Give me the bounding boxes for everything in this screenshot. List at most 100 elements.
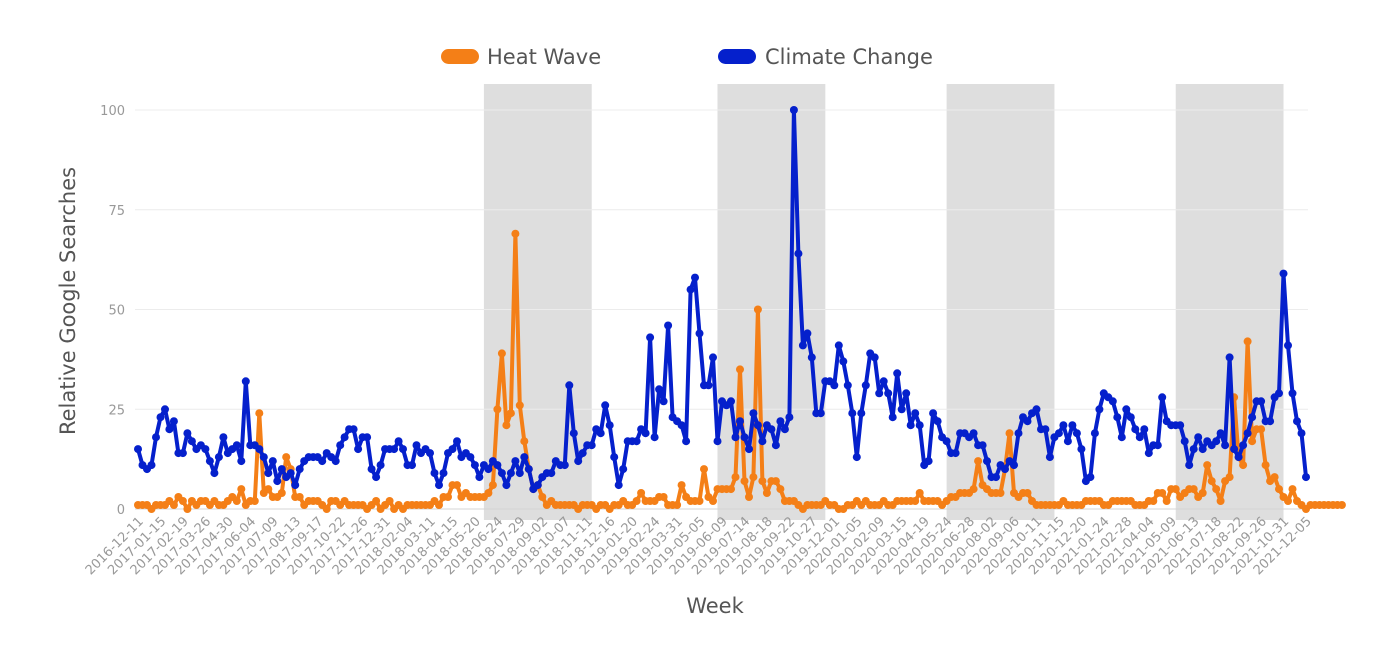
data-point[interactable] xyxy=(1293,417,1301,426)
data-point[interactable] xyxy=(1203,461,1212,470)
data-point[interactable] xyxy=(524,465,533,474)
data-point[interactable] xyxy=(897,405,906,414)
data-point[interactable] xyxy=(1113,413,1122,422)
data-point[interactable] xyxy=(587,441,596,450)
data-point[interactable] xyxy=(466,453,475,462)
data-point[interactable] xyxy=(870,353,879,362)
data-point[interactable] xyxy=(183,505,192,513)
data-point[interactable] xyxy=(273,477,282,486)
data-point[interactable] xyxy=(1144,449,1153,458)
data-point[interactable] xyxy=(857,409,866,418)
data-point[interactable] xyxy=(435,481,443,490)
data-point[interactable] xyxy=(1207,477,1216,486)
data-point[interactable] xyxy=(412,441,421,450)
data-point[interactable] xyxy=(789,106,798,114)
data-point[interactable] xyxy=(470,461,479,470)
data-point[interactable] xyxy=(727,485,735,494)
data-point[interactable] xyxy=(178,497,187,505)
data-point[interactable] xyxy=(996,489,1005,497)
data-point[interactable] xyxy=(915,489,924,497)
data-point[interactable] xyxy=(1158,489,1167,497)
data-point[interactable] xyxy=(169,417,178,426)
data-point[interactable] xyxy=(1194,433,1203,442)
data-point[interactable] xyxy=(906,421,915,430)
data-point[interactable] xyxy=(426,449,434,458)
data-point[interactable] xyxy=(1180,437,1189,446)
data-point[interactable] xyxy=(1248,413,1257,422)
data-point[interactable] xyxy=(1212,485,1221,494)
data-point[interactable] xyxy=(686,285,695,294)
data-point[interactable] xyxy=(210,469,219,478)
data-point[interactable] xyxy=(650,433,659,442)
data-point[interactable] xyxy=(435,501,443,509)
data-point[interactable] xyxy=(354,445,363,454)
data-point[interactable] xyxy=(1095,405,1104,414)
data-point[interactable] xyxy=(372,497,381,505)
data-point[interactable] xyxy=(1225,473,1234,482)
data-point[interactable] xyxy=(695,497,704,505)
data-point[interactable] xyxy=(511,457,520,466)
data-point[interactable] xyxy=(264,469,273,478)
data-point[interactable] xyxy=(259,453,268,462)
data-point[interactable] xyxy=(641,429,650,438)
data-point[interactable] xyxy=(1131,425,1140,434)
data-point[interactable] xyxy=(852,453,861,462)
data-point[interactable] xyxy=(1153,441,1162,450)
data-point[interactable] xyxy=(794,249,803,258)
data-point[interactable] xyxy=(336,441,345,450)
data-point[interactable] xyxy=(1284,341,1292,350)
data-point[interactable] xyxy=(547,469,556,478)
data-point[interactable] xyxy=(983,457,991,466)
data-point[interactable] xyxy=(1239,441,1248,450)
data-point[interactable] xyxy=(1117,433,1126,442)
data-point[interactable] xyxy=(511,229,520,238)
data-point[interactable] xyxy=(1189,445,1198,454)
data-point[interactable] xyxy=(1257,425,1266,434)
data-point[interactable] xyxy=(1243,429,1252,438)
data-point[interactable] xyxy=(295,493,304,501)
data-point[interactable] xyxy=(731,473,740,482)
data-point[interactable] xyxy=(740,477,749,486)
data-point[interactable] xyxy=(1054,429,1063,438)
data-point[interactable] xyxy=(1045,453,1054,462)
data-point[interactable] xyxy=(1270,473,1279,482)
data-point[interactable] xyxy=(1302,473,1310,482)
data-point[interactable] xyxy=(888,413,897,422)
data-point[interactable] xyxy=(951,449,960,458)
data-point[interactable] xyxy=(709,353,717,362)
data-point[interactable] xyxy=(493,461,502,470)
data-point[interactable] xyxy=(902,389,911,398)
data-point[interactable] xyxy=(376,461,385,470)
legend-item-climate-change[interactable]: Climate Change xyxy=(718,45,933,69)
data-point[interactable] xyxy=(884,389,893,398)
data-point[interactable] xyxy=(506,409,515,418)
data-point[interactable] xyxy=(1216,429,1225,438)
data-point[interactable] xyxy=(1140,425,1149,434)
data-point[interactable] xyxy=(736,365,744,374)
data-point[interactable] xyxy=(780,425,789,434)
data-point[interactable] xyxy=(816,409,825,418)
data-point[interactable] xyxy=(1248,437,1257,446)
data-point[interactable] xyxy=(578,449,587,458)
data-point[interactable] xyxy=(673,501,682,509)
data-point[interactable] xyxy=(745,445,753,454)
data-point[interactable] xyxy=(637,489,646,497)
data-point[interactable] xyxy=(322,505,331,513)
data-point[interactable] xyxy=(219,433,228,442)
data-point[interactable] xyxy=(753,305,762,314)
data-point[interactable] xyxy=(992,473,1000,482)
data-point[interactable] xyxy=(1023,489,1032,497)
data-point[interactable] xyxy=(807,353,816,362)
data-point[interactable] xyxy=(893,369,902,378)
data-point[interactable] xyxy=(1063,437,1072,446)
data-point[interactable] xyxy=(1023,417,1032,426)
data-point[interactable] xyxy=(677,421,686,430)
data-point[interactable] xyxy=(969,429,978,438)
data-point[interactable] xyxy=(655,385,664,394)
data-point[interactable] xyxy=(1198,489,1207,497)
data-point[interactable] xyxy=(861,381,870,390)
data-point[interactable] xyxy=(488,481,497,490)
data-point[interactable] xyxy=(291,481,300,490)
data-point[interactable] xyxy=(165,425,174,434)
data-point[interactable] xyxy=(264,485,273,494)
